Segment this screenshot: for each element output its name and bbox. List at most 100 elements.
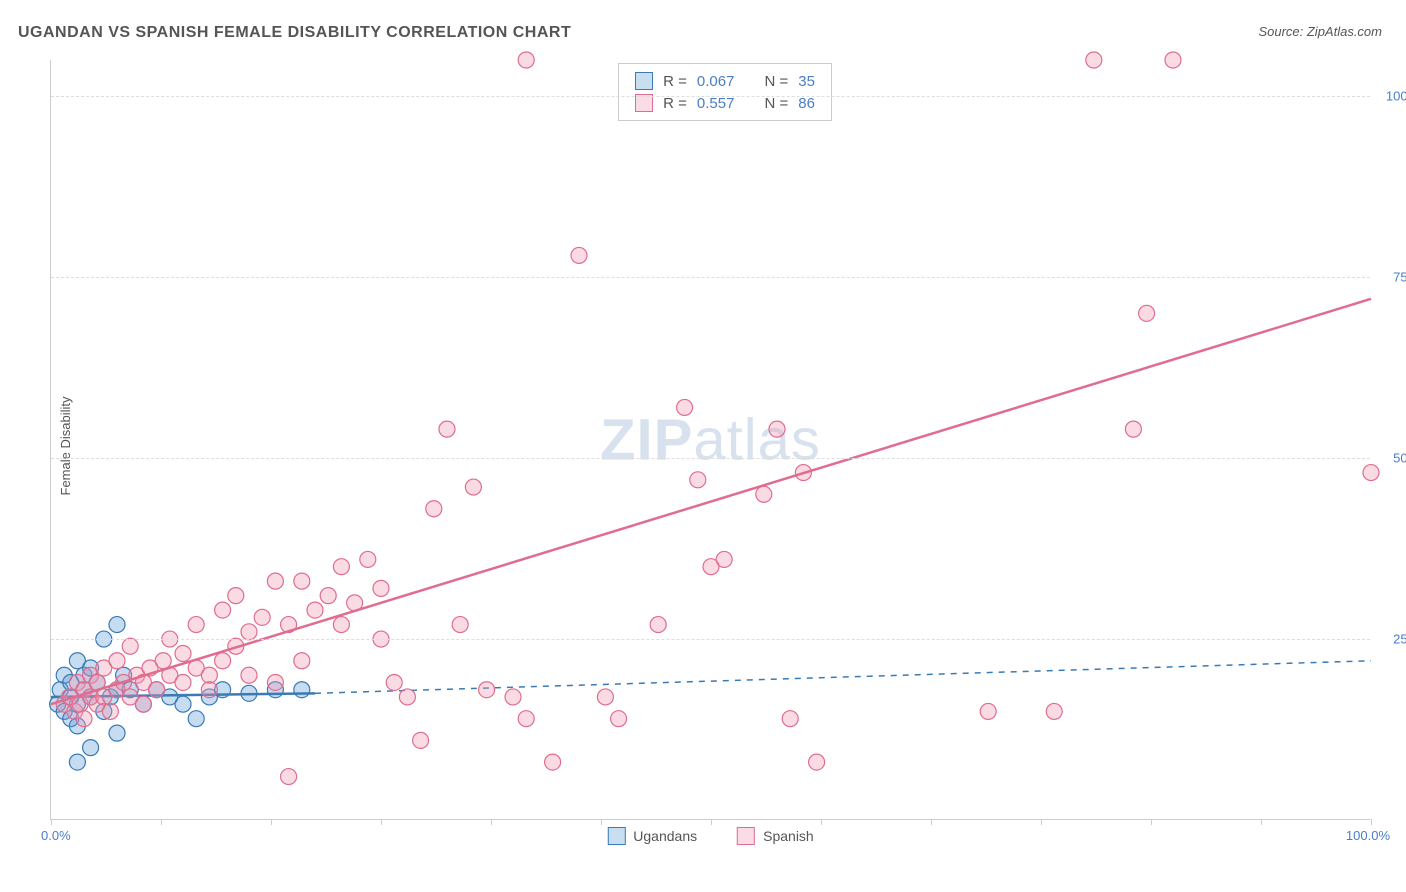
x-tick: [381, 819, 382, 825]
n-label: N =: [764, 73, 788, 90]
data-point: [215, 653, 231, 669]
legend-swatch: [737, 827, 755, 845]
data-point: [320, 588, 336, 604]
source-prefix: Source:: [1258, 24, 1306, 39]
x-tick: [1151, 819, 1152, 825]
source-attribution: Source: ZipAtlas.com: [1258, 24, 1382, 39]
stats-legend-box: R =0.067N =35R =0.557N =86: [618, 63, 832, 121]
data-point: [373, 580, 389, 596]
data-point: [294, 682, 310, 698]
data-point: [307, 602, 323, 618]
data-point: [254, 609, 270, 625]
data-point: [1139, 305, 1155, 321]
x-tick: [271, 819, 272, 825]
data-point: [109, 653, 125, 669]
gridline: [51, 96, 1370, 97]
data-point: [135, 696, 151, 712]
data-point: [611, 711, 627, 727]
data-point: [650, 617, 666, 633]
y-tick-label: 25.0%: [1375, 632, 1406, 647]
data-point: [426, 501, 442, 517]
x-tick: [491, 819, 492, 825]
x-max-label: 100.0%: [1346, 828, 1390, 843]
legend-item: Spanish: [737, 827, 814, 845]
bottom-legend: Ugandans Spanish: [607, 827, 813, 845]
data-point: [399, 689, 415, 705]
data-point: [267, 573, 283, 589]
legend-swatch: [635, 72, 653, 90]
data-point: [294, 653, 310, 669]
legend-swatch: [607, 827, 625, 845]
gridline: [51, 277, 1370, 278]
data-point: [386, 674, 402, 690]
r-label: R =: [663, 73, 687, 90]
x-tick: [161, 819, 162, 825]
source-name: ZipAtlas.com: [1307, 24, 1382, 39]
stats-row: R = 0.067 N = 35: [635, 70, 815, 92]
data-point: [333, 559, 349, 575]
data-point: [267, 674, 283, 690]
data-point: [109, 725, 125, 741]
n-value: 35: [798, 73, 815, 90]
data-point: [201, 682, 217, 698]
data-point: [413, 732, 429, 748]
data-point: [102, 703, 118, 719]
data-point: [1125, 421, 1141, 437]
data-point: [716, 551, 732, 567]
x-tick: [601, 819, 602, 825]
data-point: [109, 617, 125, 633]
legend-label: Spanish: [763, 828, 814, 844]
data-point: [439, 421, 455, 437]
data-point: [809, 754, 825, 770]
data-point: [1086, 52, 1102, 68]
y-tick-label: 100.0%: [1375, 89, 1406, 104]
plot-area: ZIPatlas R =0.067N =35R =0.557N =86 0.0%…: [50, 60, 1370, 820]
data-point: [571, 247, 587, 263]
trend-line-extrapolated: [315, 661, 1371, 694]
x-tick: [821, 819, 822, 825]
data-point: [83, 740, 99, 756]
data-point: [782, 711, 798, 727]
data-point: [188, 711, 204, 727]
data-point: [175, 646, 191, 662]
y-tick-label: 75.0%: [1375, 270, 1406, 285]
data-point: [980, 703, 996, 719]
r-value: 0.067: [697, 73, 735, 90]
data-point: [597, 689, 613, 705]
data-point: [69, 754, 85, 770]
x-tick: [1371, 819, 1372, 825]
data-point: [155, 653, 171, 669]
data-point: [465, 479, 481, 495]
data-point: [756, 486, 772, 502]
chart-title: UGANDAN VS SPANISH FEMALE DISABILITY COR…: [18, 24, 571, 42]
data-point: [76, 711, 92, 727]
x-tick: [1261, 819, 1262, 825]
data-point: [149, 682, 165, 698]
data-point: [690, 472, 706, 488]
legend-label: Ugandans: [633, 828, 697, 844]
data-point: [188, 617, 204, 633]
data-point: [1046, 703, 1062, 719]
gridline: [51, 639, 1370, 640]
x-tick: [931, 819, 932, 825]
data-point: [281, 769, 297, 785]
data-point: [241, 667, 257, 683]
data-point: [175, 696, 191, 712]
data-point: [215, 602, 231, 618]
data-point: [1363, 465, 1379, 481]
data-point: [360, 551, 376, 567]
y-tick-label: 50.0%: [1375, 451, 1406, 466]
data-point: [769, 421, 785, 437]
data-point: [452, 617, 468, 633]
data-point: [228, 588, 244, 604]
data-point: [1165, 52, 1181, 68]
data-point: [677, 399, 693, 415]
data-point: [479, 682, 495, 698]
data-point: [294, 573, 310, 589]
data-point: [518, 52, 534, 68]
data-point: [241, 624, 257, 640]
x-min-label: 0.0%: [41, 828, 71, 843]
chart-container: UGANDAN VS SPANISH FEMALE DISABILITY COR…: [0, 0, 1406, 892]
trend-line: [51, 299, 1371, 704]
x-tick: [51, 819, 52, 825]
